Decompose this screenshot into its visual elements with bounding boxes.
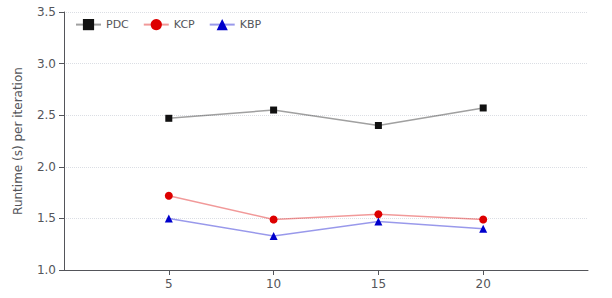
svg-text:Runtime (s) per iteration: Runtime (s) per iteration [11, 67, 25, 215]
svg-text:15: 15 [371, 277, 386, 291]
svg-text:3.5: 3.5 [37, 5, 56, 19]
svg-text:10: 10 [266, 277, 281, 291]
svg-text:PDC: PDC [106, 18, 129, 31]
svg-text:2.5: 2.5 [37, 108, 56, 122]
svg-text:1.0: 1.0 [37, 263, 56, 277]
svg-text:3.0: 3.0 [37, 57, 56, 71]
svg-text:KBP: KBP [240, 18, 262, 31]
svg-text:1.5: 1.5 [37, 211, 56, 225]
svg-text:20: 20 [476, 277, 491, 291]
svg-text:2.0: 2.0 [37, 160, 56, 174]
svg-text:KCP: KCP [174, 18, 195, 31]
svg-text:5: 5 [165, 277, 173, 291]
